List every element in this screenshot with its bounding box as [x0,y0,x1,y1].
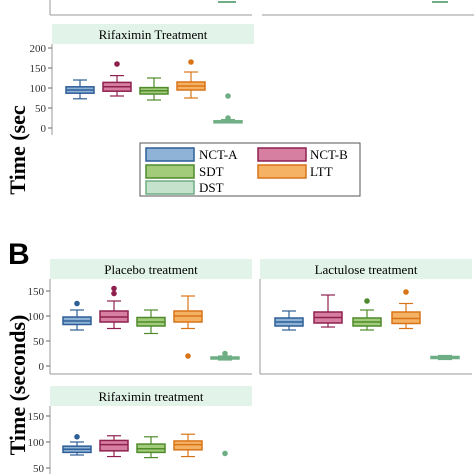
y-axis-a: 0 50 100 150 200 [30,43,52,135]
legend-key-ltt [257,164,307,179]
y-tick-label-100: 100 [28,311,45,323]
y-tick-label-50: 50 [33,336,45,348]
boxes-rifaximin-b [62,433,228,459]
legend-key-nct-a [145,147,195,162]
y-tick-label-200: 200 [30,43,47,55]
y-axis-label-b: Time (seconds) [5,315,30,456]
y-tick-label-100: 100 [30,83,47,95]
strip-placebo [50,259,252,279]
legend-label-nct-b: NCT-B [310,147,348,162]
legend-label-dst: DST [199,180,224,195]
outlier-dst-0 [225,93,231,99]
outlier-dst-1 [225,115,231,121]
y-tick-label-50: 50 [35,103,47,115]
outlier-nct-b-0 [111,290,117,297]
strip-rifaximin-b [50,386,252,406]
panel-letter-b: B [8,238,30,271]
legend-label-sdt: SDT [199,164,224,179]
strip-rifaximin-a [52,24,254,44]
panel-lactulose: Lactulose treatment [259,259,472,375]
legend: NCT-A NCT-B SDT LTT DST [139,142,361,197]
y-axis-rifaximin-b: 50 100 150 [28,411,50,474]
legend-key-dst [145,180,195,195]
top-partial-panels [9,0,474,16]
y-tick-label-0: 0 [39,361,45,373]
box-nct-b [99,439,129,452]
y-axis-placebo: 0 50 100 150 [28,286,50,373]
outlier-nct-b-0 [114,61,120,67]
boxes-lactulose [274,289,460,361]
outlier-nct-a-0 [74,434,80,440]
y-tick-label-150: 150 [30,63,47,75]
outlier-nct-a-0 [74,300,80,307]
y-tick-label-0: 0 [41,123,47,135]
outlier-dst-0 [222,350,228,357]
strip-title-lactulose: Lactulose treatment [315,262,418,277]
legend-label-nct-a: NCT-A [199,147,238,162]
strip-lactulose [260,259,472,279]
y-tick-label-150: 150 [28,286,45,298]
strip-title-placebo: Placebo treatment [104,262,198,277]
panel-placebo: Placebo treatment 0 50 100 150 [28,259,252,375]
outlier-dst-0 [222,450,228,457]
boxes-a [65,59,243,124]
legend-key-nct-b [257,147,307,162]
panel-rifaximin-b: Rifaximin treatment 50 100 150 [28,386,252,474]
strip-title-rifaximin-b: Rifaximin treatment [98,389,203,404]
legend-key-sdt [145,164,195,179]
y-tick-label-150: 150 [28,411,45,423]
y-tick-label-50: 50 [33,463,45,474]
outlier-ltt-0 [403,289,409,295]
outlier-ltt-0 [185,353,191,359]
y-axis-label-a: Time (sec [5,105,30,195]
y-tick-label-100: 100 [28,437,45,449]
box-ltt [173,440,203,451]
boxes-placebo [62,285,240,361]
outlier-sdt-0 [364,298,370,304]
panel-rifaximin-a: Rifaximin Treatment 0 50 100 150 200 [30,24,254,135]
strip-title-rifaximin-a: Rifaximin Treatment [99,27,208,42]
legend-label-ltt: LTT [310,164,333,179]
outlier-ltt-0 [188,59,194,65]
outlier-nct-b-1 [111,285,117,292]
